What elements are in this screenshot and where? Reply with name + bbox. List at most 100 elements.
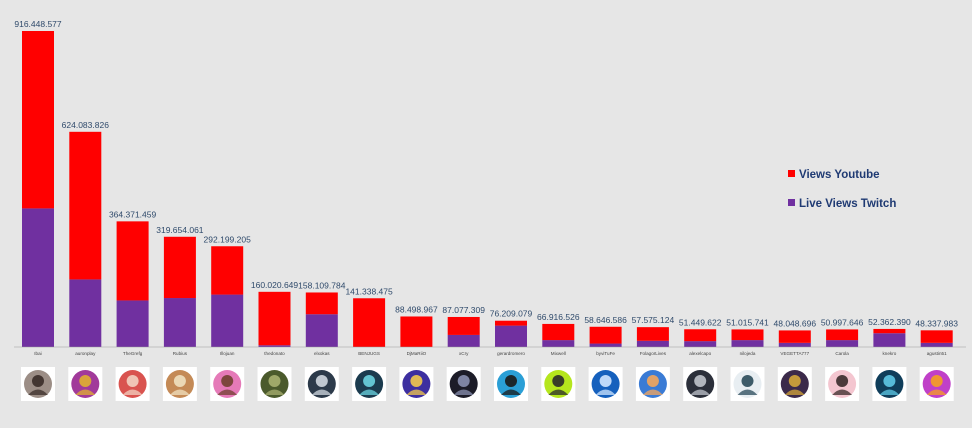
avatar-vegetta777-icon <box>777 367 812 401</box>
avatar-head <box>363 375 376 387</box>
avatar-thegrefg-icon <box>115 367 150 401</box>
avatar-body <box>832 389 853 395</box>
avatar-body <box>879 389 900 395</box>
avatar-body <box>406 389 427 395</box>
bar-twitch-gerardromero <box>495 325 527 347</box>
avatar-head <box>315 375 328 387</box>
category-label-gerardromero: gerardromero <box>497 351 525 356</box>
avatar-nilojeda-icon <box>730 367 765 401</box>
total-label-elxokas: 158.109.784 <box>298 280 346 290</box>
avatar-mixwell-icon <box>541 367 576 401</box>
category-label-carola: Carola <box>835 351 849 356</box>
category-label-byvitufe: byviTuFe <box>596 351 615 356</box>
legend: Views Youtube Live Views Twitch <box>788 169 896 210</box>
avatars-layer <box>21 367 954 401</box>
category-label-vegetta777: VEGETTA777 <box>780 351 809 356</box>
avatar-carola-icon <box>825 367 860 401</box>
total-label-folagorlives: 57.575.124 <box>632 315 675 325</box>
avatar-head <box>694 375 707 387</box>
bar-youtube-elxokas <box>305 292 338 315</box>
category-label-agustin51: agustin51 <box>927 351 947 356</box>
legend-swatch-0 <box>788 170 795 177</box>
avatar-auronplay-icon <box>68 367 103 401</box>
bar-twitch-auronplay <box>69 279 102 347</box>
bars-layer <box>22 31 953 347</box>
avatar-head <box>79 375 92 387</box>
total-label-thegrefg: 364.371.459 <box>109 209 157 219</box>
total-label-nilojeda: 51.015.741 <box>726 317 769 327</box>
avatar-head <box>741 375 754 387</box>
bar-twitch-nilojeda <box>731 340 764 347</box>
total-label-byvitufe: 58.646.586 <box>584 315 627 325</box>
legend-swatch-1 <box>788 199 795 206</box>
avatar-head <box>788 375 801 387</box>
avatar-head <box>173 375 186 387</box>
avatar-body <box>737 389 758 395</box>
avatar-body <box>784 389 805 395</box>
avatar-body <box>28 389 48 395</box>
bar-youtube-vegetta777 <box>778 330 811 343</box>
avatar-body <box>453 389 474 395</box>
bar-youtube-alexelcapo <box>684 329 717 342</box>
avatar-body <box>926 389 947 395</box>
category-label-alexelcapo: alexelcapo <box>689 351 711 356</box>
bar-youtube-rubius <box>163 236 196 299</box>
bar-twitch-mixwell <box>542 340 575 347</box>
avatar-body <box>264 389 285 395</box>
total-label-alexelcapo: 51.449.622 <box>679 317 722 327</box>
bar-youtube-illojuan <box>211 246 244 295</box>
bar-youtube-knekro <box>873 328 906 334</box>
bar-twitch-folagorlives <box>636 340 669 347</box>
total-label-vegetta777: 48.048.696 <box>774 318 817 328</box>
total-label-rubius: 319.654.061 <box>156 225 204 235</box>
total-label-djmariio: 88.498.967 <box>395 304 438 314</box>
avatar-elxokas-icon <box>304 367 339 401</box>
avatar-head <box>599 375 612 387</box>
bar-twitch-byvitufe <box>589 343 622 347</box>
bar-twitch-rubius <box>163 298 196 347</box>
avatar-alexelcapo-icon <box>683 367 718 401</box>
avatar-head <box>126 375 139 387</box>
category-label-auronplay: auronplay <box>75 351 96 356</box>
avatar-body <box>595 389 616 395</box>
avatar-head <box>930 375 943 387</box>
avatar-body <box>122 389 143 395</box>
avatar-benjugs-icon <box>352 367 387 401</box>
bar-youtube-carola <box>826 329 859 341</box>
category-label-mixwell: Mixwell <box>551 351 566 356</box>
bar-twitch-alexelcapo <box>684 341 717 347</box>
avatar-knekro-icon <box>872 367 907 401</box>
category-label-benjugs: BENJUGS <box>358 351 380 356</box>
avatar-body <box>690 389 711 395</box>
bar-twitch-vegetta777 <box>778 342 811 347</box>
bar-youtube-djmariio <box>400 316 433 347</box>
avatar-rubius-icon <box>162 367 197 401</box>
avatar-head <box>457 375 470 387</box>
avatar-head <box>221 375 234 387</box>
category-label-xcry: xCry <box>459 351 469 356</box>
total-label-knekro: 52.362.390 <box>868 317 911 327</box>
category-label-knekro: knekro <box>883 351 897 356</box>
bar-youtube-ibai <box>22 31 54 209</box>
bar-twitch-thedonato <box>258 345 291 347</box>
avatar-body <box>501 389 521 395</box>
bar-youtube-benjugs <box>353 298 386 347</box>
bar-youtube-gerardromero <box>495 320 527 326</box>
bar-youtube-agustin51 <box>920 330 953 343</box>
total-label-thedonato: 160.020.649 <box>251 280 299 290</box>
total-label-mixwell: 66.916.526 <box>537 312 580 322</box>
bar-twitch-elxokas <box>305 314 338 347</box>
labels-layer: 916.448.577 Ibai 624.083.826 auronplay 364.3… <box>14 19 958 356</box>
legend-label-0: Views Youtube <box>799 169 880 181</box>
avatar-body <box>217 389 238 395</box>
total-label-auronplay: 624.083.826 <box>62 120 110 130</box>
bar-twitch-knekro <box>873 333 906 347</box>
bar-twitch-xcry <box>447 334 480 347</box>
avatar-head <box>410 375 423 387</box>
bar-youtube-xcry <box>447 316 480 335</box>
bar-youtube-thedonato <box>258 291 291 346</box>
category-label-ibai: Ibai <box>34 351 41 356</box>
category-label-thedonato: thedonato <box>264 351 285 356</box>
avatar-head <box>883 375 896 387</box>
